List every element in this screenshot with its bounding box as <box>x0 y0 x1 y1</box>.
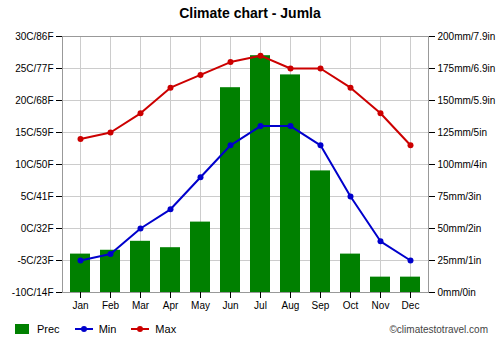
svg-text:Jul: Jul <box>254 300 267 311</box>
svg-text:May: May <box>191 300 210 311</box>
svg-text:25mm/1in: 25mm/1in <box>438 255 482 266</box>
svg-text:0C/32F: 0C/32F <box>21 223 54 234</box>
svg-text:Feb: Feb <box>102 300 120 311</box>
svg-text:25C/77F: 25C/77F <box>15 63 53 74</box>
svg-text:-10C/14F: -10C/14F <box>12 287 54 298</box>
svg-text:75mm/3in: 75mm/3in <box>438 191 482 202</box>
html-text:©climatestotravel.com: ©climatestotravel.com <box>389 323 488 335</box>
svg-text:30C/86F: 30C/86F <box>15 31 53 42</box>
svg-text:Aug: Aug <box>282 300 300 311</box>
svg-text:0mm/0in: 0mm/0in <box>438 287 476 298</box>
svg-text:10C/50F: 10C/50F <box>15 159 53 170</box>
svg-text:Mar: Mar <box>132 300 150 311</box>
html-text:Climate chart - Jumla: Climate chart - Jumla <box>179 5 321 21</box>
svg-text:Apr: Apr <box>163 300 179 311</box>
svg-text:5C/41F: 5C/41F <box>21 191 54 202</box>
svg-text:-5C/23F: -5C/23F <box>17 255 53 266</box>
svg-text:Jun: Jun <box>222 300 238 311</box>
html-text:Max: Max <box>155 323 177 335</box>
svg-text:Oct: Oct <box>343 300 359 311</box>
svg-text:150mm/5.9in: 150mm/5.9in <box>438 95 496 106</box>
html-text:Prec: Prec <box>37 323 60 335</box>
svg-text:15C/59F: 15C/59F <box>15 127 53 138</box>
svg-text:200mm/7.9in: 200mm/7.9in <box>438 31 496 42</box>
svg-text:20C/68F: 20C/68F <box>15 95 53 106</box>
svg-text:Nov: Nov <box>372 300 390 311</box>
svg-text:Jan: Jan <box>72 300 88 311</box>
svg-text:100mm/4in: 100mm/4in <box>438 159 487 170</box>
svg-text:Sep: Sep <box>312 300 330 311</box>
svg-text:175mm/6.9in: 175mm/6.9in <box>438 63 496 74</box>
html-text:Min: Min <box>98 323 117 335</box>
svg-text:50mm/2in: 50mm/2in <box>438 223 482 234</box>
svg-text:125mm/5in: 125mm/5in <box>438 127 487 138</box>
svg-text:Dec: Dec <box>402 300 420 311</box>
